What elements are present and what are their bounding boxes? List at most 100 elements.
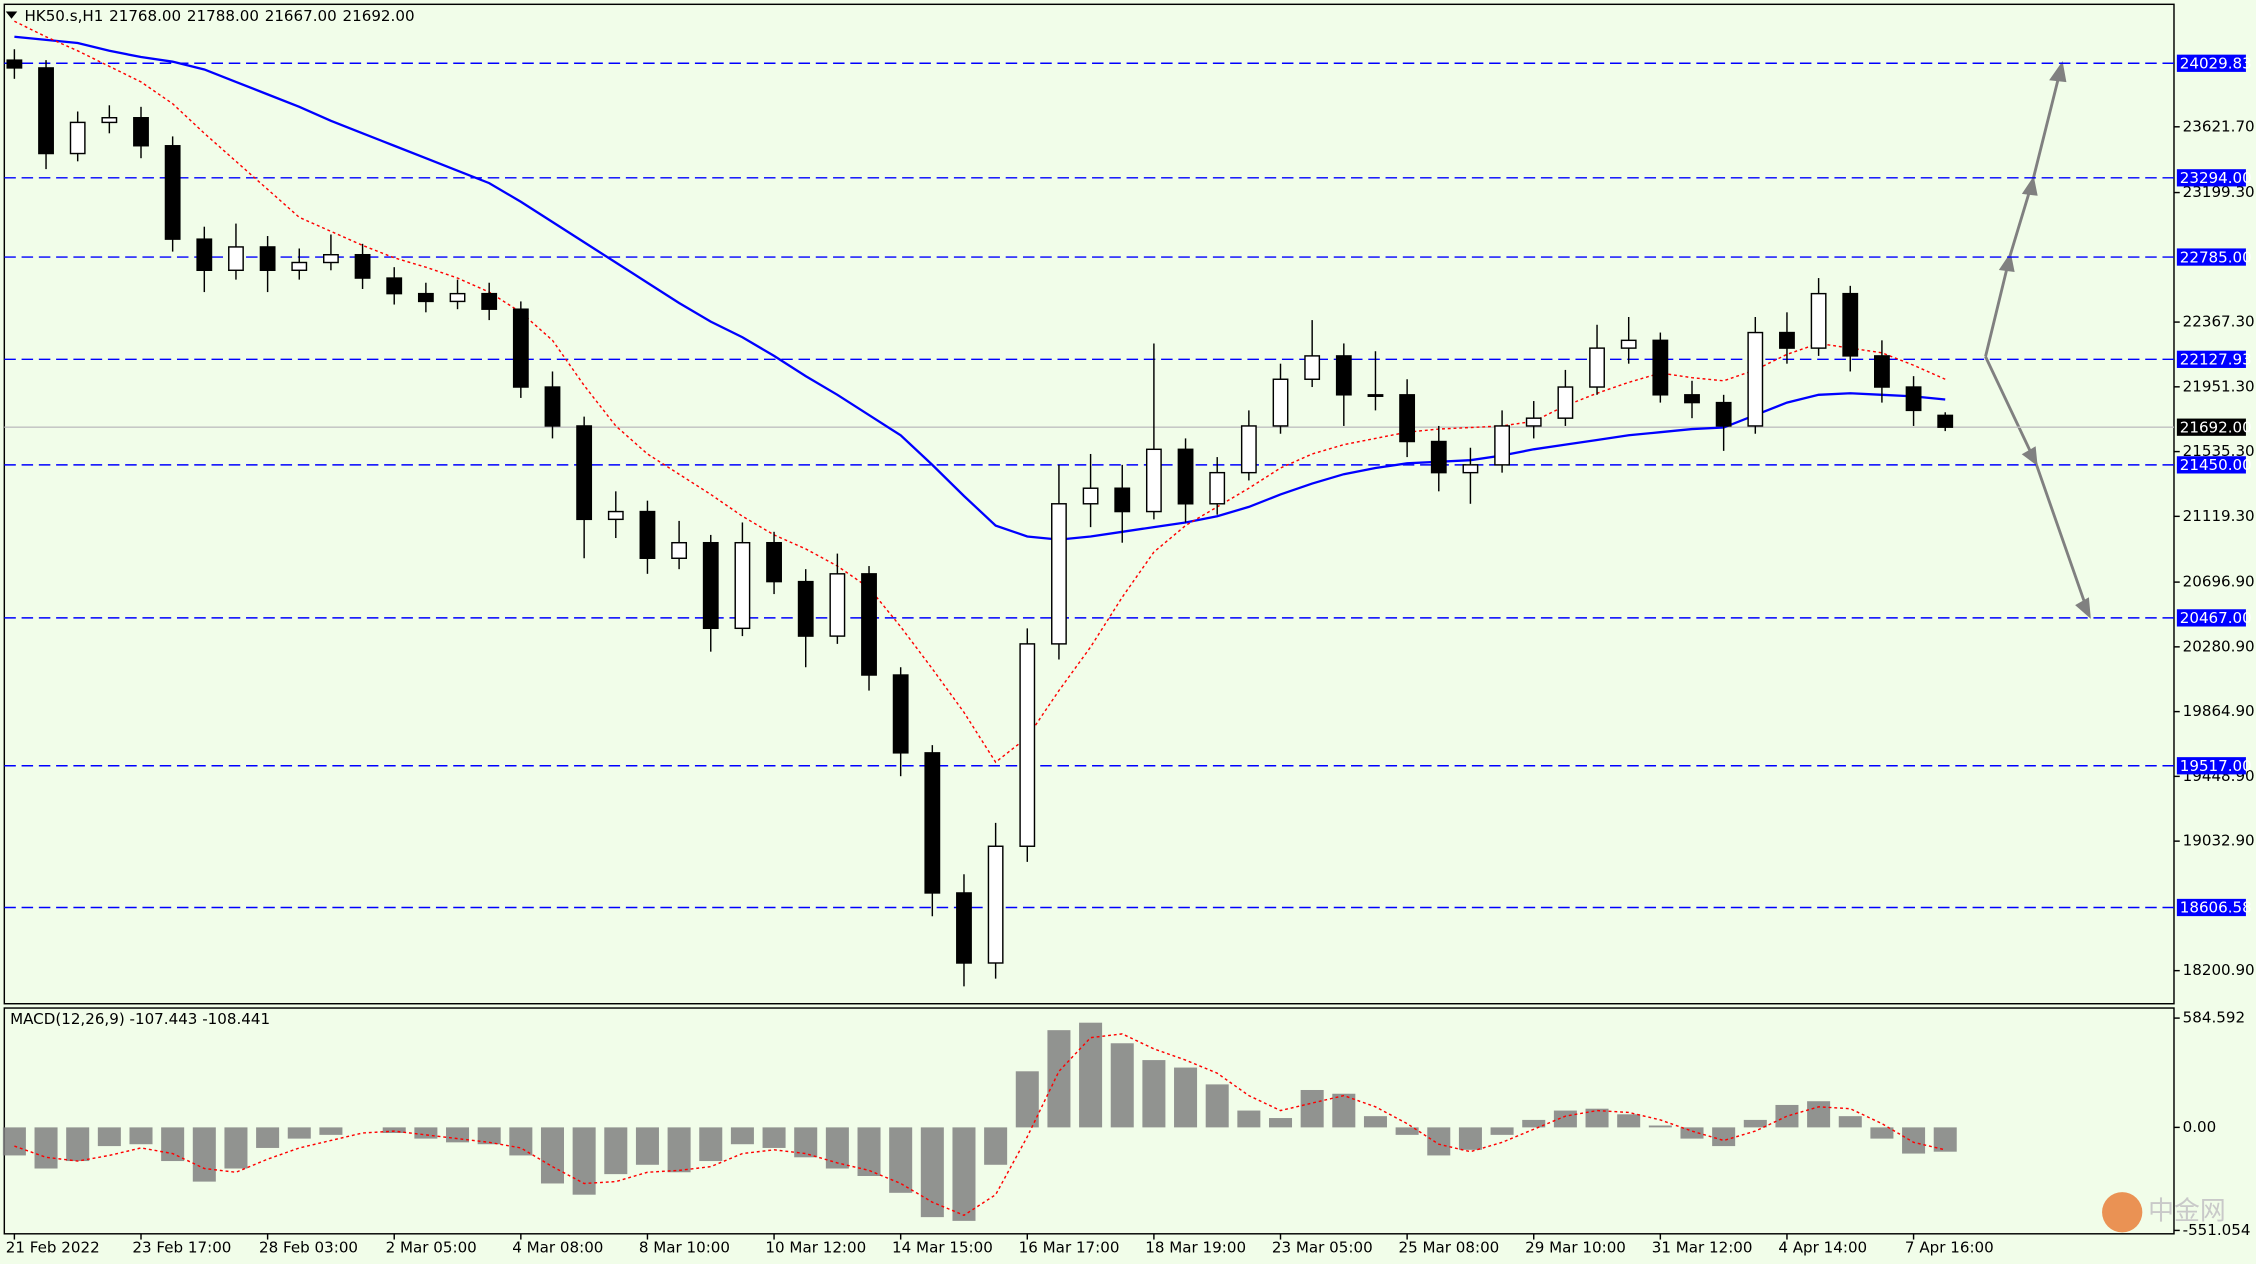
candle-body [734, 541, 751, 630]
macd-bar [1269, 1118, 1293, 1128]
y-tick-label: 21119.30 [2183, 507, 2255, 525]
candle-body [259, 246, 276, 272]
macd-bar [319, 1127, 343, 1135]
candle-body [1082, 487, 1099, 505]
macd-bar [952, 1127, 976, 1221]
x-tick-label: 7 Apr 16:00 [1905, 1239, 1994, 1257]
candle-body [1209, 471, 1226, 505]
candle-body [1114, 487, 1131, 513]
macd-title: MACD(12,26,9) -107.443 -108.441 [10, 1010, 270, 1028]
macd-bar [920, 1127, 944, 1218]
candle-body [1779, 331, 1795, 349]
level-label: 22127.93 [2180, 351, 2252, 369]
candle-body [291, 261, 308, 272]
macd-bar [794, 1127, 818, 1158]
y-tick-label: 19864.90 [2183, 702, 2255, 720]
macd-bar [224, 1127, 248, 1169]
moving-average [14, 20, 1946, 764]
candle-body [1145, 448, 1162, 513]
candle-body [544, 386, 561, 427]
macd-bar [1205, 1084, 1229, 1128]
x-tick-label: 8 Mar 10:00 [639, 1239, 730, 1257]
macd-bar [1110, 1043, 1134, 1128]
y-tick-label: 23621.70 [2183, 117, 2255, 135]
candle-body [1525, 417, 1542, 427]
level-label-box [2176, 169, 2246, 187]
macd-bar [256, 1127, 280, 1148]
macd-bar [635, 1127, 659, 1165]
macd-bar [97, 1127, 121, 1147]
candle-body [1051, 503, 1067, 645]
candle-body [1272, 378, 1289, 427]
candle-body [1874, 355, 1890, 388]
ohlc-value: 21692.00 [343, 6, 415, 24]
candle-body [671, 541, 688, 559]
macd-panel [3, 1007, 2175, 1235]
ohlc-value: 21768.00 [109, 6, 181, 24]
level-label: 19517.00 [2180, 757, 2252, 775]
macd-bar [1490, 1127, 1514, 1135]
candle-body [512, 308, 529, 388]
macd-bar [1648, 1125, 1672, 1128]
candle-body [892, 674, 909, 754]
macd-bar [667, 1127, 691, 1173]
macd-bar [730, 1127, 754, 1145]
candle-body [576, 425, 593, 521]
macd-bar [129, 1127, 153, 1145]
candle-body [228, 246, 244, 272]
x-tick-label: 10 Mar 12:00 [765, 1239, 866, 1257]
y-tick-label: 19032.90 [2183, 832, 2255, 850]
macd-bar [1807, 1101, 1831, 1128]
x-tick-label: 23 Feb 17:00 [132, 1239, 231, 1257]
level-label-box [2176, 456, 2246, 474]
x-tick-label: 4 Mar 08:00 [512, 1239, 603, 1257]
candle-body [1335, 355, 1352, 396]
candle-body [924, 752, 941, 894]
y-tick-label: 20280.90 [2183, 637, 2255, 655]
macd-bar [1142, 1060, 1166, 1128]
current-price-label: 21692.00 [2180, 418, 2252, 436]
chart-header: HK50.s,H1 21768.00 21788.00 21667.00 21692.0… [24, 6, 414, 24]
moving-average [14, 35, 1946, 541]
y-tick-label: 0.00 [2183, 1118, 2217, 1136]
candle-body [1905, 386, 1922, 412]
macd-bar [540, 1127, 564, 1184]
macd-bar [1870, 1127, 1894, 1139]
macd-bar [1427, 1127, 1451, 1156]
arrow-heads [2021, 446, 2091, 619]
candle-body [354, 253, 371, 279]
candle-body [164, 145, 181, 240]
x-tick-label: 23 Mar 05:00 [1272, 1239, 1373, 1257]
candle-body [1747, 331, 1764, 427]
macd-bar [414, 1127, 438, 1139]
candle-body [607, 510, 624, 521]
watermark-logo [2102, 1192, 2143, 1233]
macd-bar [287, 1127, 311, 1139]
candle-body [1367, 394, 1384, 397]
candle-body [417, 292, 434, 303]
candle-body [639, 510, 656, 559]
candle-body [766, 541, 782, 583]
candle-body [1810, 292, 1827, 349]
macd-bar [1585, 1108, 1609, 1128]
candle-body [1842, 292, 1859, 357]
y-tick-label: -551.054 [2183, 1221, 2251, 1239]
menu-triangle[interactable] [5, 11, 18, 19]
macd-bar [1332, 1093, 1356, 1128]
macd-bar [1237, 1110, 1261, 1128]
macd-bar [1522, 1119, 1546, 1128]
macd-bar [34, 1127, 58, 1169]
candle-body [38, 67, 54, 155]
macd-bar [1838, 1116, 1862, 1128]
macd-bar [66, 1127, 90, 1162]
candle-body [829, 573, 846, 637]
candle-body [1620, 339, 1637, 349]
main-panel [3, 3, 2175, 1005]
macd-bar [1743, 1119, 1767, 1128]
symbol: HK50.s,H1 [24, 6, 103, 24]
macd-bar [1775, 1104, 1799, 1128]
candle-body [1019, 643, 1036, 847]
candle-body [861, 573, 877, 676]
